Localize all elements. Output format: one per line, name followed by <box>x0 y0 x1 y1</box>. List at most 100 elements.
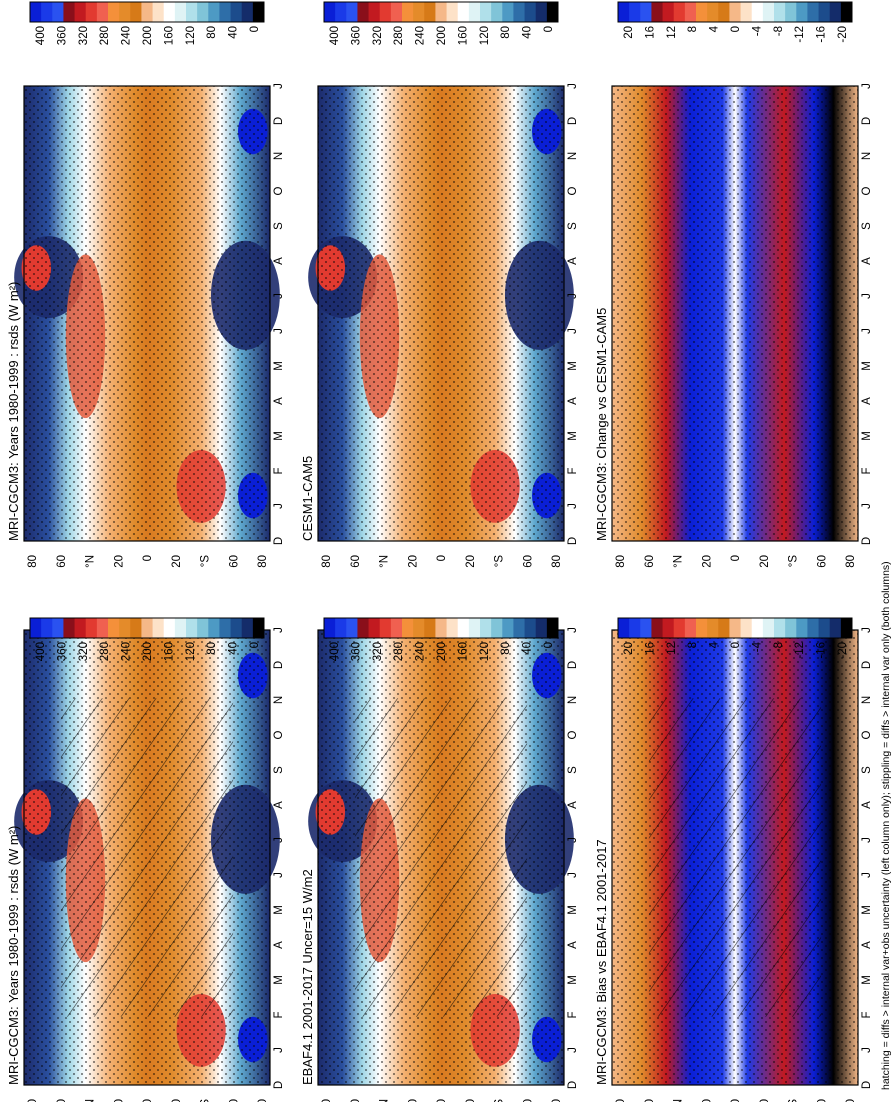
month-tick-label: J <box>567 872 579 878</box>
panel-p3: 8060°N20020°S6080DJFMAMJJASONDJMRI-CGCM3… <box>594 627 873 1102</box>
colorbar-swatch <box>335 618 347 638</box>
month-tick-label: A <box>273 801 285 809</box>
colorbar-label: 0 <box>543 26 555 32</box>
month-tick-label: D <box>861 1081 873 1089</box>
colorbar: 20 16 12 8 4 0 -4 -8 -12 -16 -20 <box>617 1 853 43</box>
month-tick-label: M <box>567 905 579 915</box>
panel-p1: 8060°N20020°S6080DJFMAMJJASONDJMRI-CGCM3… <box>6 627 285 1102</box>
colorbar-label: -8 <box>773 26 785 36</box>
colorbar-label: 400 <box>35 642 47 661</box>
lat-tick-label: 60 <box>522 555 534 568</box>
panel-title: MRI-CGCM3: Years 1980-1999 : rsds (W m²) <box>6 826 21 1085</box>
colorbar: 400 360 320 280 240 200 160 120 80 40 0 <box>29 617 265 661</box>
month-tick-label: J <box>567 328 579 334</box>
colorbar-swatch <box>63 618 76 638</box>
lat-tick-label: 20 <box>113 555 125 568</box>
colorbar-label: 200 <box>436 26 448 45</box>
colorbar-label: 400 <box>35 26 47 45</box>
month-tick-label: N <box>273 696 285 704</box>
colorbar-label: 80 <box>206 642 218 655</box>
colorbar-swatch <box>108 618 120 638</box>
month-tick-label: M <box>861 975 873 985</box>
month-tick-label: S <box>273 766 285 774</box>
colorbar-swatch <box>696 2 708 22</box>
colorbar-label: 20 <box>623 642 635 655</box>
month-tick-label: A <box>861 941 873 949</box>
colorbar-label: 4 <box>709 25 721 32</box>
month-tick-label: J <box>273 627 285 633</box>
colorbar-swatch <box>751 618 764 638</box>
colorbar-label: 120 <box>185 642 197 661</box>
colorbar-swatch <box>52 2 64 22</box>
panel-p4: 80 60 °N 20 0 20 °S 60 80 D J F M A M J J A S O N D J MRI-CGCM3… <box>6 83 285 568</box>
month-tick-label: N <box>273 152 285 160</box>
month-tick-label: J <box>273 837 285 843</box>
month-tick-label: J <box>273 293 285 299</box>
colorbar-label: 80 <box>500 642 512 655</box>
month-tick-label: S <box>861 222 873 230</box>
colorbar-swatch <box>130 618 142 638</box>
colorbar-label: 200 <box>142 642 154 661</box>
month-tick-label: J <box>861 328 873 334</box>
month-tick-label: A <box>273 941 285 949</box>
colorbar: 20 16 12 8 4 0 -4 -8 -12 -16 -20 <box>617 617 853 659</box>
colorbar-swatch <box>335 2 347 22</box>
colorbar-swatch <box>30 2 42 22</box>
footnote: hatching = diffs > internal var+obs unce… <box>880 561 892 1090</box>
colorbar: 400 360 320 280 240 200 160 120 80 40 0 <box>29 1 265 45</box>
month-tick-label: J <box>861 293 873 299</box>
month-tick-label: M <box>567 361 579 371</box>
lat-tick-label: 60 <box>644 555 656 568</box>
colorbar-label: 8 <box>687 26 699 32</box>
colorbar-swatch <box>379 618 392 638</box>
month-tick-label: J <box>273 872 285 878</box>
month-tick-label: S <box>567 766 579 774</box>
colorbar-swatch <box>413 2 425 22</box>
colorbar-swatch <box>535 618 548 638</box>
colorbar-swatch <box>480 2 492 22</box>
lat-tick-label: 60 <box>56 555 68 568</box>
month-tick-label: M <box>567 975 579 985</box>
lat-tick-label: 0 <box>142 1099 154 1102</box>
month-tick-label: J <box>273 503 285 509</box>
colorbar-swatch <box>435 2 448 22</box>
month-tick-label: N <box>861 696 873 704</box>
lat-tick-label: 80 <box>615 555 627 568</box>
lat-tick-label: 80 <box>551 555 563 568</box>
colorbar-swatch <box>740 618 753 638</box>
month-tick-label: M <box>861 905 873 915</box>
lat-tick-label: 60 <box>228 1099 240 1102</box>
colorbar-label: 160 <box>163 642 175 661</box>
colorbar-swatch <box>718 2 730 22</box>
colorbar-label: -4 <box>751 25 763 36</box>
lat-tick-label: 80 <box>551 1099 563 1102</box>
lat-tick-label: °N <box>673 555 685 568</box>
month-tick-label: J <box>861 83 873 89</box>
lat-tick-label: °S <box>788 555 800 568</box>
colorbar-swatch <box>130 2 142 22</box>
colorbar-swatch <box>785 618 797 638</box>
colorbar-swatch <box>762 2 775 22</box>
colorbar-swatch <box>662 2 675 22</box>
colorbar-label: 320 <box>372 26 384 45</box>
colorbar-swatch <box>252 618 265 638</box>
colorbar-swatch <box>368 2 381 22</box>
panel-title: MRI-CGCM3: Bias vs EBAF4.1 2001-2017 <box>594 839 609 1085</box>
lat-tick-label: 60 <box>228 555 240 568</box>
colorbar-swatch <box>513 2 526 22</box>
lat-tick-label: °S <box>200 1099 212 1102</box>
lat-tick-label: 60 <box>816 1099 828 1102</box>
lat-tick-label: °N <box>85 1099 97 1102</box>
colorbar-frame <box>323 1 559 23</box>
colorbar-label: 360 <box>56 26 68 45</box>
plot-frame <box>317 85 565 542</box>
lat-tick-label: 80 <box>257 1099 269 1102</box>
colorbar-swatch <box>52 618 64 638</box>
colorbar-swatch <box>829 618 842 638</box>
colorbar-swatch <box>241 618 254 638</box>
month-tick-label: D <box>273 1081 285 1089</box>
colorbar-label: 200 <box>142 26 154 45</box>
month-tick-label: J <box>861 503 873 509</box>
colorbar-label: 200 <box>436 642 448 661</box>
